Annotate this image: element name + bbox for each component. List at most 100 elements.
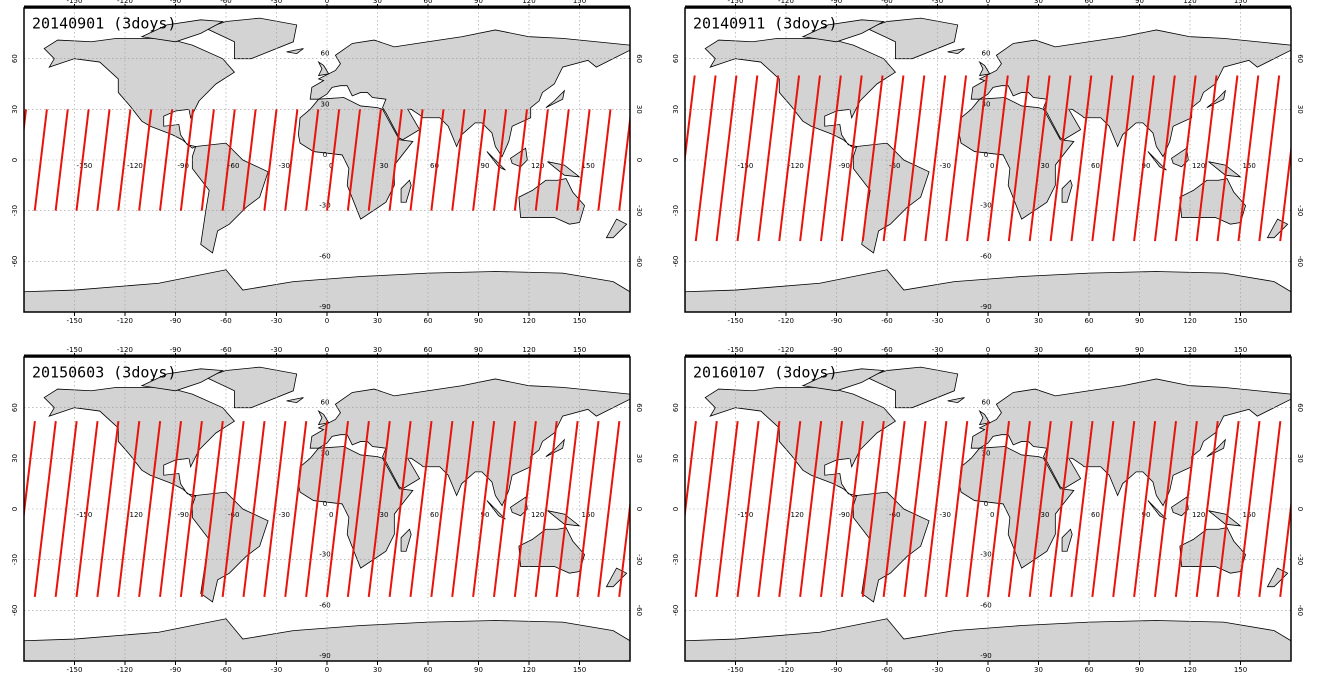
- x-tick-label: 150: [573, 346, 586, 354]
- swath: [882, 75, 905, 242]
- swath: [736, 421, 760, 597]
- x-tick-label: 120: [522, 346, 535, 354]
- swath: [54, 109, 69, 211]
- swath: [513, 421, 537, 597]
- swath: [1007, 421, 1031, 597]
- swath: [1237, 75, 1260, 242]
- swath: [117, 109, 132, 211]
- swath: [534, 421, 558, 597]
- x-tick-label: 60: [1085, 317, 1094, 325]
- map-panel: -150 -150 -150 -120 -120 -120 -90 -90 -90 -60 -60 -…: [11, 0, 643, 325]
- inner-lon-label: 30: [1041, 511, 1050, 519]
- x-tick-label: 60: [424, 346, 433, 354]
- x-tick-label: 60: [424, 317, 433, 325]
- swath: [534, 109, 549, 211]
- x-tick-label: 90: [1135, 346, 1144, 354]
- y-tick-label: -60: [672, 256, 680, 267]
- swath: [430, 109, 445, 211]
- swaths: [24, 421, 630, 597]
- x-tick-label: -120: [117, 0, 133, 5]
- inner-lon-label: 120: [1192, 511, 1205, 519]
- swath: [138, 421, 162, 597]
- swath: [1070, 421, 1094, 597]
- x-tick-label: -30: [271, 346, 282, 354]
- swath: [715, 421, 739, 597]
- swath: [966, 421, 990, 597]
- swath: [221, 109, 236, 211]
- swath: [903, 75, 926, 242]
- y-tick-label: -60: [635, 605, 643, 616]
- y-tick-label: -30: [11, 205, 19, 216]
- swath: [715, 75, 738, 242]
- swath: [1237, 421, 1261, 597]
- map-panel: -150 -150 -150 -120 -120 -120 -90 -90 -90 -60 -60 -…: [672, 346, 1304, 674]
- swath: [242, 109, 257, 211]
- x-tick-label: -60: [220, 346, 231, 354]
- swath: [513, 109, 528, 211]
- x-tick-label: 30: [1034, 317, 1043, 325]
- inner-lon-label: 60: [430, 162, 439, 170]
- inner-lon-label: 60: [1091, 162, 1100, 170]
- x-tick-label: 0: [986, 346, 990, 354]
- inner-lat-label: -60: [980, 252, 991, 260]
- swath: [367, 109, 382, 211]
- inner-lon-label: -120: [127, 511, 143, 519]
- inner-lat-label: 30: [321, 100, 330, 108]
- swath: [492, 109, 508, 211]
- inner-lon-label: 90: [481, 511, 490, 519]
- inner-lat-label: 30: [982, 449, 991, 457]
- swath: [96, 109, 111, 211]
- y-tick-label: 60: [635, 403, 643, 412]
- x-tick-label: 30: [1034, 0, 1043, 5]
- y-tick-label: -60: [11, 256, 19, 267]
- y-tick-label: 0: [1296, 507, 1304, 511]
- swath: [200, 421, 224, 597]
- swath: [242, 421, 266, 597]
- y-tick-label: -30: [635, 205, 643, 216]
- swath: [576, 109, 591, 211]
- y-tick-label: 0: [11, 158, 19, 162]
- x-tick-label: 150: [1234, 317, 1247, 325]
- swath: [685, 75, 696, 166]
- inner-lat-label: 0: [984, 500, 988, 508]
- y-tick-label: 60: [672, 403, 680, 412]
- inner-lon-label: 30: [380, 511, 389, 519]
- x-tick-label: 120: [522, 317, 535, 325]
- x-tick-label: -150: [67, 666, 83, 674]
- swath: [1007, 75, 1030, 242]
- inner-lon-label: 150: [1243, 162, 1256, 170]
- x-tick-label: -150: [728, 666, 744, 674]
- swath: [1174, 421, 1198, 597]
- inner-lon-label: -150: [738, 162, 754, 170]
- swath: [882, 421, 906, 597]
- x-tick-label: 60: [424, 666, 433, 674]
- x-tick-label: 30: [1034, 666, 1043, 674]
- swath: [799, 421, 823, 597]
- y-tick-label: 30: [11, 454, 19, 463]
- map-panel: -150 -150 -150 -120 -120 -120 -90 -90 -90 -60 -60 -…: [11, 346, 643, 674]
- swath: [1133, 75, 1155, 242]
- inner-lat-label: 60: [321, 399, 330, 407]
- x-tick-label: 90: [1135, 317, 1144, 325]
- swath: [1049, 75, 1072, 242]
- inner-lon-label: -60: [889, 511, 900, 519]
- y-tick-label: 60: [1296, 54, 1304, 63]
- y-tick-label: -60: [635, 256, 643, 267]
- y-tick-label: -30: [11, 554, 19, 565]
- x-tick-label: -30: [271, 317, 282, 325]
- x-tick-label: -120: [778, 666, 794, 674]
- swath: [409, 421, 433, 597]
- x-tick-label: -150: [728, 317, 744, 325]
- swath: [945, 75, 968, 242]
- x-tick-label: 90: [474, 317, 483, 325]
- x-tick-label: 0: [325, 317, 329, 325]
- x-tick-label: -90: [170, 346, 181, 354]
- x-tick-label: -90: [170, 317, 181, 325]
- x-tick-label: 60: [424, 0, 433, 5]
- y-tick-label: -60: [1296, 605, 1304, 616]
- x-tick-label: -150: [67, 346, 83, 354]
- y-tick-label: 30: [11, 105, 19, 114]
- swath: [1070, 75, 1093, 242]
- inner-lon-label: -30: [279, 511, 290, 519]
